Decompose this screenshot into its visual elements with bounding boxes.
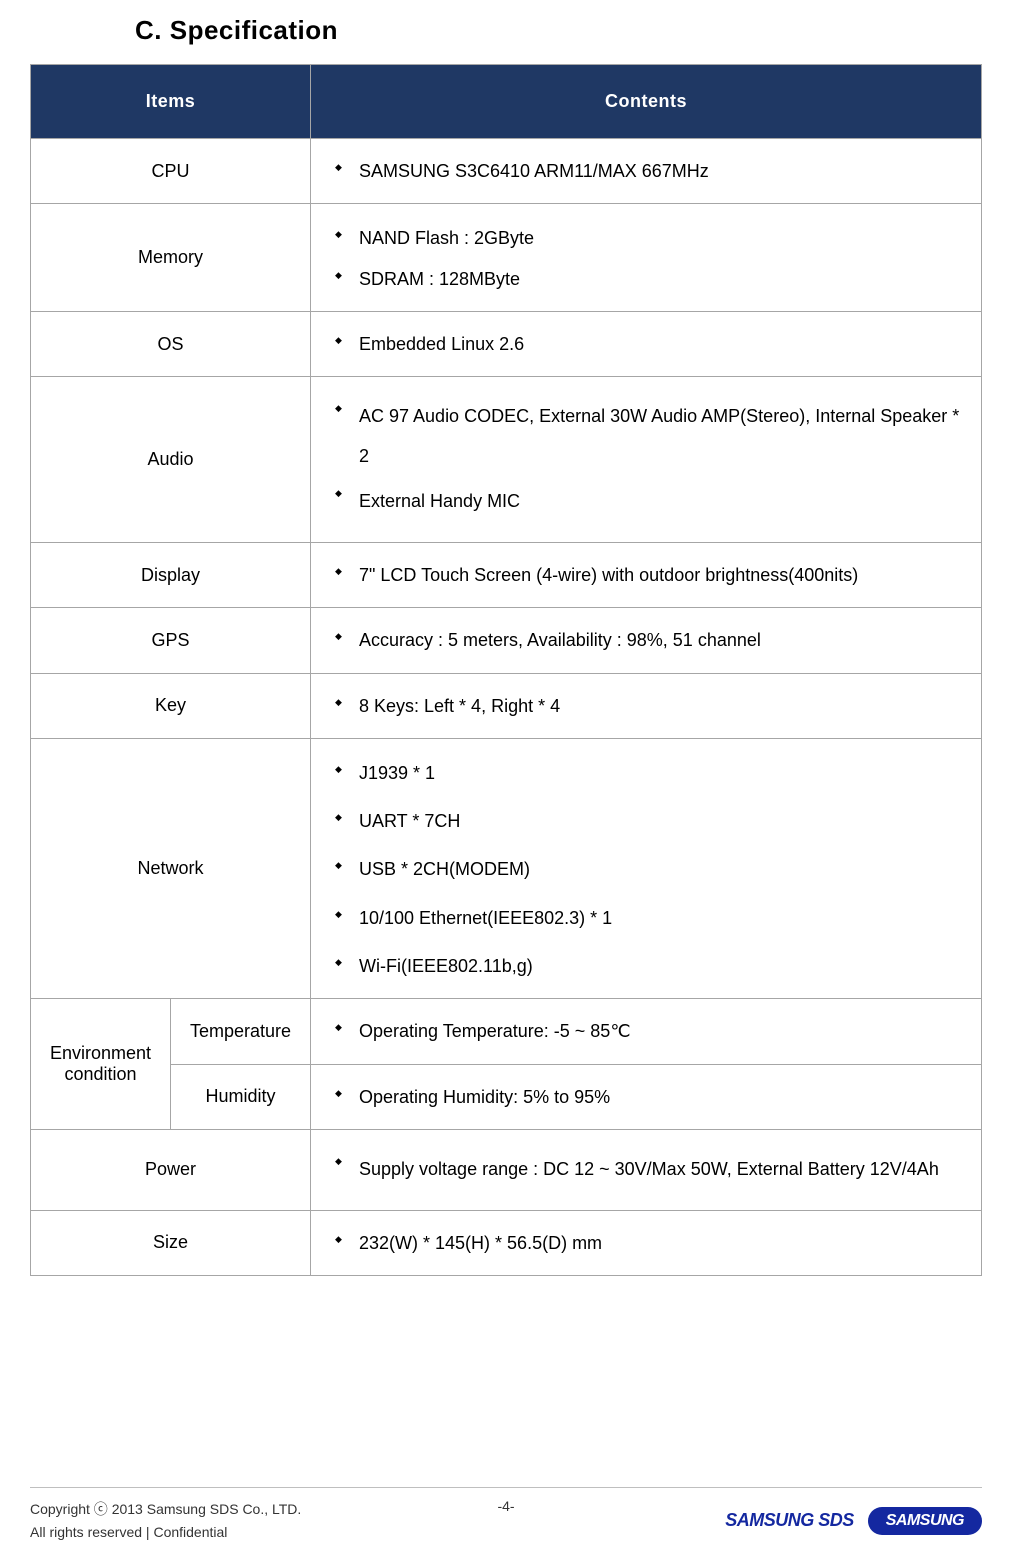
spec-item: AC 97 Audio CODEC, External 30W Audio AM…	[321, 397, 961, 476]
row-content-os: Embedded Linux 2.6	[311, 311, 982, 376]
samsung-logo: SAMSUNG	[868, 1507, 982, 1535]
page-number: -4-	[497, 1498, 514, 1514]
row-label-os: OS	[31, 311, 311, 376]
table-row: Power Supply voltage range : DC 12 ~ 30V…	[31, 1129, 982, 1210]
row-label-audio: Audio	[31, 377, 311, 543]
spec-item: UART * 7CH	[321, 809, 961, 833]
spec-item: USB * 2CH(MODEM)	[321, 857, 961, 881]
row-label-key: Key	[31, 673, 311, 738]
row-content-network: J1939 * 1 UART * 7CH USB * 2CH(MODEM) 10…	[311, 738, 982, 998]
row-content-memory: NAND Flash : 2GByte SDRAM : 128MByte	[311, 204, 982, 312]
table-row: OS Embedded Linux 2.6	[31, 311, 982, 376]
specification-table: Items Contents CPU SAMSUNG S3C6410 ARM11…	[30, 64, 982, 1276]
table-row: Key 8 Keys: Left * 4, Right * 4	[31, 673, 982, 738]
spec-item: Operating Temperature: -5 ~ 85℃	[321, 1019, 961, 1043]
spec-item: NAND Flash : 2GByte	[321, 226, 961, 250]
row-label-gps: GPS	[31, 608, 311, 673]
spec-item: Wi-Fi(IEEE802.11b,g)	[321, 954, 961, 978]
spec-item: Accuracy : 5 meters, Availability : 98%,…	[321, 628, 961, 652]
row-label-cpu: CPU	[31, 139, 311, 204]
spec-item: 8 Keys: Left * 4, Right * 4	[321, 694, 961, 718]
row-content-display: 7" LCD Touch Screen (4-wire) with outdoo…	[311, 542, 982, 607]
header-items: Items	[31, 65, 311, 139]
row-label-size: Size	[31, 1210, 311, 1275]
footer-copyright: Copyright ⓒ 2013 Samsung SDS Co., LTD. A…	[30, 1498, 301, 1543]
table-header-row: Items Contents	[31, 65, 982, 139]
spec-item: Embedded Linux 2.6	[321, 332, 961, 356]
row-label-display: Display	[31, 542, 311, 607]
spec-item: J1939 * 1	[321, 761, 961, 785]
page-footer: Copyright ⓒ 2013 Samsung SDS Co., LTD. A…	[30, 1487, 982, 1543]
spec-item: External Handy MIC	[321, 482, 961, 522]
table-row: Audio AC 97 Audio CODEC, External 30W Au…	[31, 377, 982, 543]
table-row: Network J1939 * 1 UART * 7CH USB * 2CH(M…	[31, 738, 982, 998]
table-row: Environment condition Temperature Operat…	[31, 999, 982, 1064]
table-row: Size 232(W) * 145(H) * 56.5(D) mm	[31, 1210, 982, 1275]
table-row: CPU SAMSUNG S3C6410 ARM11/MAX 667MHz	[31, 139, 982, 204]
spec-item: 232(W) * 145(H) * 56.5(D) mm	[321, 1231, 961, 1255]
spec-item: SAMSUNG S3C6410 ARM11/MAX 667MHz	[321, 159, 961, 183]
row-content-humidity: Operating Humidity: 5% to 95%	[311, 1064, 982, 1129]
table-row: GPS Accuracy : 5 meters, Availability : …	[31, 608, 982, 673]
row-label-temperature: Temperature	[171, 999, 311, 1064]
row-content-power: Supply voltage range : DC 12 ~ 30V/Max 5…	[311, 1129, 982, 1210]
header-contents: Contents	[311, 65, 982, 139]
samsung-sds-logo: SAMSUNG SDS	[725, 1510, 854, 1531]
section-heading: C. Specification	[135, 15, 982, 46]
row-content-cpu: SAMSUNG S3C6410 ARM11/MAX 667MHz	[311, 139, 982, 204]
spec-item: 7" LCD Touch Screen (4-wire) with outdoo…	[321, 563, 961, 587]
row-label-network: Network	[31, 738, 311, 998]
row-content-key: 8 Keys: Left * 4, Right * 4	[311, 673, 982, 738]
spec-item: Supply voltage range : DC 12 ~ 30V/Max 5…	[321, 1150, 961, 1190]
row-label-power: Power	[31, 1129, 311, 1210]
row-content-gps: Accuracy : 5 meters, Availability : 98%,…	[311, 608, 982, 673]
row-content-size: 232(W) * 145(H) * 56.5(D) mm	[311, 1210, 982, 1275]
row-label-memory: Memory	[31, 204, 311, 312]
table-row: Humidity Operating Humidity: 5% to 95%	[31, 1064, 982, 1129]
table-row: Display 7" LCD Touch Screen (4-wire) wit…	[31, 542, 982, 607]
row-label-humidity: Humidity	[171, 1064, 311, 1129]
spec-item: Operating Humidity: 5% to 95%	[321, 1085, 961, 1109]
copyright-line2: All rights reserved | Confidential	[30, 1521, 301, 1543]
footer-logos: SAMSUNG SDS SAMSUNG	[725, 1507, 982, 1535]
copyright-line1: Copyright ⓒ 2013 Samsung SDS Co., LTD.	[30, 1498, 301, 1520]
spec-item: SDRAM : 128MByte	[321, 267, 961, 291]
spec-item: 10/100 Ethernet(IEEE802.3) * 1	[321, 906, 961, 930]
row-content-audio: AC 97 Audio CODEC, External 30W Audio AM…	[311, 377, 982, 543]
table-row: Memory NAND Flash : 2GByte SDRAM : 128MB…	[31, 204, 982, 312]
row-content-temperature: Operating Temperature: -5 ~ 85℃	[311, 999, 982, 1064]
row-label-environment: Environment condition	[31, 999, 171, 1130]
